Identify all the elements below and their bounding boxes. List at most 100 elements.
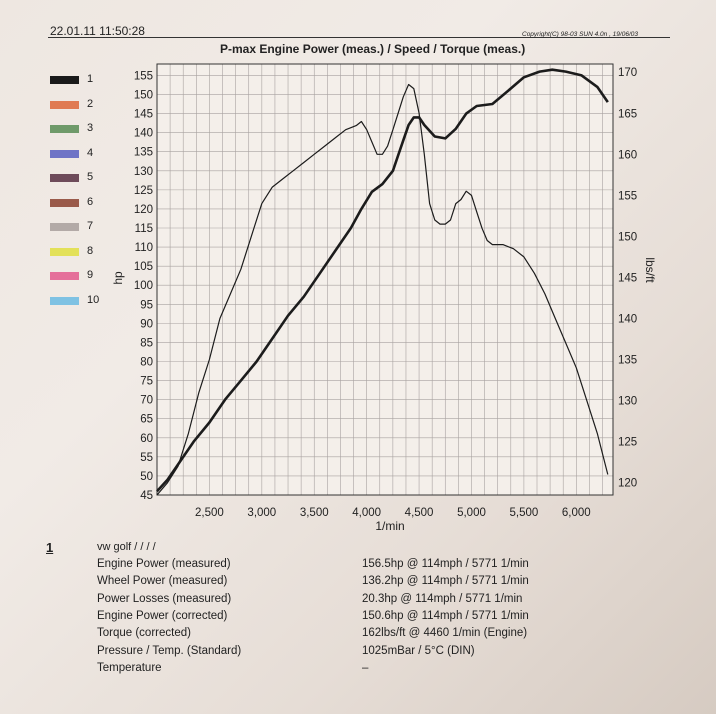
y-tick-label: 95: [140, 299, 153, 311]
legend-label: 8: [87, 244, 94, 257]
y-tick-label: 70: [140, 395, 153, 407]
legend-label: 5: [87, 171, 94, 183]
chart-title: P-max Engine Power (meas.) / Speed / Tor…: [220, 42, 526, 56]
y-tick-label: 150: [134, 90, 153, 102]
result-value: 150.6hp @ 114mph / 5771 1/min: [362, 609, 529, 622]
legend-swatch: [50, 223, 79, 231]
y2-axis-label: lbs/ft: [643, 257, 657, 283]
legend-item: 7: [50, 220, 130, 234]
y2-tick-label: 170: [618, 67, 637, 79]
y2-tick-label: 160: [618, 149, 637, 161]
result-value: 136.2hp @ 114mph / 5771 1/min: [362, 575, 529, 588]
result-label: Temperature: [97, 661, 162, 674]
y-tick-label: 80: [140, 357, 153, 369]
dyno-chart: 45 50 55 60 65 70 75 80 85 90 95 100 105 110 115 120 125…: [111, 63, 657, 533]
y-tick-label: 85: [140, 337, 153, 349]
y-tick-label: 45: [140, 490, 153, 502]
run-name: vw golf / / / /: [97, 541, 156, 553]
legend-label: 3: [87, 122, 94, 134]
y-tick-label: 75: [140, 376, 153, 388]
legend-label: 9: [87, 269, 94, 281]
result-value: 1025mBar / 5°C (DIN): [362, 644, 475, 657]
legend-label: 1: [87, 73, 94, 85]
legend-swatch: [50, 149, 79, 158]
run-number: 1: [46, 540, 54, 555]
legend-label: 10: [87, 293, 100, 306]
power-curve: [156, 68, 609, 493]
x-tick-label: 6,000: [562, 507, 591, 519]
result-label: Power Losses (measured): [97, 592, 232, 605]
y-tick-label: 115: [135, 223, 153, 235]
copyright-note: Copyright(C) 98-03 SUN 4.0n , 19/06/03: [522, 31, 638, 38]
y-tick-label: 145: [134, 109, 153, 121]
legend-swatch: [50, 198, 79, 207]
x-tick-label: 2,500: [195, 507, 224, 519]
torque-curve: [156, 83, 609, 496]
header-divider: [48, 37, 670, 38]
legend-item: 5: [50, 171, 130, 185]
y-axis-label: hp: [111, 271, 125, 285]
result-label: Engine Power (measured): [97, 558, 231, 570]
y-tick-label: 90: [140, 318, 153, 330]
y-tick-label: 100: [134, 280, 153, 292]
legend-label: 7: [87, 220, 94, 232]
x-tick-label: 5,000: [457, 507, 486, 519]
y2-tick-label: 120: [618, 478, 637, 490]
result-label: Engine Power (corrected): [97, 609, 228, 622]
y-tick-label: 140: [134, 128, 153, 140]
y-tick-label: 65: [140, 414, 153, 426]
legend-item: 2: [50, 98, 130, 112]
result-value: 20.3hp @ 114mph / 5771 1/min: [362, 592, 523, 605]
y2-tick-label: 140: [618, 313, 637, 325]
legend-item: 10: [50, 294, 130, 308]
y-tick-label: 130: [134, 166, 153, 178]
legend-swatch: [50, 174, 79, 182]
legend-swatch: [50, 247, 79, 256]
timestamp: 22.01.11 11:50:28: [50, 24, 145, 38]
legend-swatch: [50, 76, 79, 84]
legend-item: 8: [50, 245, 130, 259]
legend-label: 6: [87, 195, 94, 208]
y2-tick-label: 130: [618, 396, 637, 408]
x-tick-label: 3,500: [300, 507, 329, 519]
x-tick-label: 5,500: [510, 507, 539, 519]
legend-label: 2: [87, 97, 94, 110]
y-tick-label: 155: [134, 70, 153, 82]
y2-tick-label: 135: [618, 355, 637, 367]
legend-swatch: [50, 125, 79, 133]
x-tick-label: 4,000: [352, 507, 381, 519]
y-tick-label: 135: [134, 147, 153, 159]
y-tick-label: 55: [140, 452, 153, 464]
legend-swatch: [50, 272, 79, 280]
y2-tick-label: 165: [618, 108, 637, 120]
legend-label: 4: [87, 146, 94, 159]
x-tick-label: 4,500: [405, 507, 434, 519]
legend-item: 1: [50, 73, 130, 87]
y-tick-label: 110: [135, 242, 153, 254]
y2-tick-label: 125: [618, 437, 637, 449]
y-tick-label: 120: [134, 204, 153, 216]
plot-area: [157, 64, 613, 495]
y-tick-label: 125: [134, 185, 153, 197]
legend-item: 4: [50, 147, 130, 161]
legend-item: 9: [50, 269, 130, 283]
result-value: 156.5hp @ 114mph / 5771 1/min: [362, 558, 529, 570]
result-value: –: [362, 661, 369, 674]
x-axis-label: 1/min: [375, 519, 404, 533]
result-label: Pressure / Temp. (Standard): [97, 644, 242, 657]
legend-item: 3: [50, 122, 130, 136]
y2-tick-label: 145: [618, 272, 637, 284]
legend-swatch: [50, 100, 79, 109]
x-tick-label: 3,000: [247, 507, 276, 519]
legend-item: 6: [50, 196, 130, 210]
plot-frame: [156, 63, 614, 496]
y-tick-label: 105: [134, 261, 153, 273]
result-value: 162lbs/ft @ 4460 1/min (Engine): [362, 627, 528, 640]
y2-tick-label: 150: [618, 231, 637, 243]
y-tick-label: 50: [140, 471, 153, 483]
result-label: Torque (corrected): [97, 627, 191, 640]
legend-swatch: [50, 296, 79, 305]
y2-tick-label: 155: [618, 190, 637, 202]
result-label: Wheel Power (measured): [97, 575, 228, 588]
y-tick-label: 60: [140, 433, 153, 445]
